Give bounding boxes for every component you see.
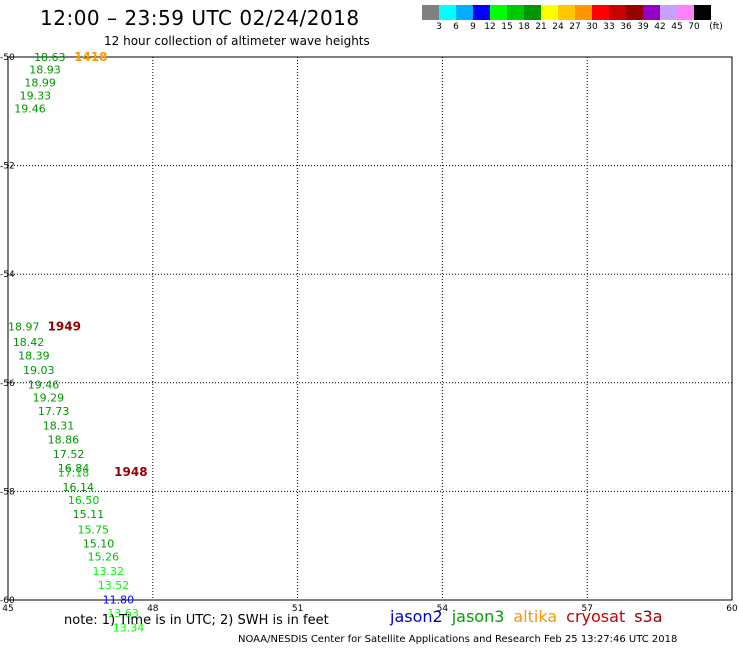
wave-height-label: 16.14 bbox=[63, 481, 95, 494]
wave-height-label: 16.84 bbox=[58, 462, 90, 475]
legend-label: 6 bbox=[453, 22, 459, 32]
wave-height-label: 19.33 bbox=[20, 90, 52, 103]
legend-swatch bbox=[456, 5, 473, 20]
satellite-altika: altika bbox=[513, 607, 558, 626]
legend-label: 9 bbox=[470, 22, 476, 32]
legend-swatch bbox=[677, 5, 694, 20]
legend-swatch bbox=[643, 5, 660, 20]
legend-swatch bbox=[439, 5, 456, 20]
wave-height-label: 13.52 bbox=[98, 579, 130, 592]
legend-swatch bbox=[490, 5, 507, 20]
wave-height-label: 13.32 bbox=[92, 565, 124, 578]
wave-height-label: 13.63 bbox=[107, 607, 139, 620]
wave-height-label: 15.11 bbox=[73, 508, 105, 521]
legend-swatch bbox=[626, 5, 643, 20]
legend-label: 27 bbox=[569, 22, 581, 32]
satellite-jason3: jason3 bbox=[451, 607, 505, 626]
wave-height-label: 19.03 bbox=[23, 364, 55, 377]
legend-label: 12 bbox=[484, 22, 496, 32]
legend-swatch bbox=[609, 5, 626, 20]
legend-label: 42 bbox=[654, 22, 666, 32]
legend-swatch bbox=[592, 5, 609, 20]
footer-credit: NOAA/NESDIS Center for Satellite Applica… bbox=[238, 634, 678, 645]
y-tick-label: -52 bbox=[0, 162, 15, 172]
x-tick-label: 45 bbox=[2, 604, 13, 614]
legend-label: 24 bbox=[552, 22, 564, 32]
legend-label: 45 bbox=[671, 22, 683, 32]
legend-swatch bbox=[524, 5, 541, 20]
legend-label: (ft) bbox=[709, 22, 723, 32]
satellite-s3a: s3a bbox=[634, 607, 663, 626]
x-tick-label: 54 bbox=[437, 604, 449, 614]
wave-height-label: 17.18 bbox=[58, 466, 90, 479]
wave-height-label: 18.86 bbox=[48, 433, 80, 446]
wave-height-label: 15.26 bbox=[88, 551, 120, 564]
x-tick-label: 51 bbox=[292, 604, 303, 614]
legend-label: 33 bbox=[603, 22, 615, 32]
satellite-legend: jason2 jason3 altika cryosat s3a bbox=[390, 607, 672, 626]
footer-note: note: 1) Time is in UTC; 2) SWH is in fe… bbox=[64, 613, 329, 628]
wave-height-label: 17.52 bbox=[53, 448, 85, 461]
wave-height-label: 15.10 bbox=[83, 538, 115, 551]
wave-height-label: 11.80 bbox=[103, 593, 134, 606]
wave-height-label: 18.63 bbox=[34, 51, 65, 64]
legend-swatch bbox=[541, 5, 558, 20]
legend-label: 30 bbox=[586, 22, 598, 32]
legend-label: 70 bbox=[688, 22, 700, 32]
wave-height-label: 17.73 bbox=[38, 405, 70, 418]
map-frame bbox=[7, 56, 733, 601]
wave-height-label: 19.29 bbox=[33, 391, 64, 404]
wave-height-label: 16.50 bbox=[68, 494, 100, 507]
legend-swatch bbox=[694, 5, 711, 20]
legend-swatch bbox=[558, 5, 575, 20]
satellite-jason2: jason2 bbox=[390, 607, 443, 626]
y-tick-label: -60 bbox=[0, 596, 15, 606]
time-label: 1948 bbox=[114, 465, 147, 479]
x-tick-label: 60 bbox=[726, 604, 738, 614]
legend-swatch bbox=[422, 5, 439, 20]
wave-height-label: 18.39 bbox=[18, 350, 50, 363]
wave-height-label: 18.97 bbox=[8, 320, 40, 333]
legend-swatch bbox=[575, 5, 592, 20]
wave-height-label: 19.46 bbox=[28, 378, 60, 391]
legend-swatch bbox=[507, 5, 524, 20]
color-legend bbox=[422, 5, 711, 21]
legend-label: 36 bbox=[620, 22, 632, 32]
color-legend-labels: 3 6 9 12 15 18 21 24 27 30 33 36 39 42 45 70 (ft) bbox=[422, 22, 740, 34]
time-label: 1949 bbox=[48, 319, 81, 333]
wave-height-label: 18.99 bbox=[24, 77, 56, 90]
legend-label: 3 bbox=[436, 22, 442, 32]
wave-height-label: 15.75 bbox=[78, 523, 110, 536]
y-tick-label: -54 bbox=[0, 270, 15, 280]
legend-swatch bbox=[660, 5, 677, 20]
legend-swatch bbox=[473, 5, 490, 20]
y-tick-label: -58 bbox=[0, 487, 15, 497]
legend-label: 18 bbox=[518, 22, 530, 32]
satellite-cryosat: cryosat bbox=[566, 607, 626, 626]
wave-height-label: 13.34 bbox=[113, 622, 145, 635]
wave-height-label: 18.42 bbox=[13, 336, 45, 349]
legend-label: 39 bbox=[637, 22, 649, 32]
x-tick-label: 48 bbox=[147, 604, 159, 614]
map-title: 12:00 – 23:59 UTC 02/24/2018 bbox=[40, 6, 360, 30]
y-tick-label: -50 bbox=[0, 53, 15, 63]
y-tick-label: -56 bbox=[0, 379, 15, 389]
wave-height-label: 18.31 bbox=[43, 420, 75, 433]
wave-height-label: 19.46 bbox=[14, 103, 46, 116]
time-label: 1418 bbox=[74, 50, 107, 64]
legend-label: 15 bbox=[501, 22, 513, 32]
wave-height-label: 18.93 bbox=[29, 63, 61, 76]
x-tick-label: 57 bbox=[581, 604, 592, 614]
map-subtitle: 12 hour collection of altimeter wave hei… bbox=[104, 34, 370, 48]
legend-label: 21 bbox=[535, 22, 547, 32]
